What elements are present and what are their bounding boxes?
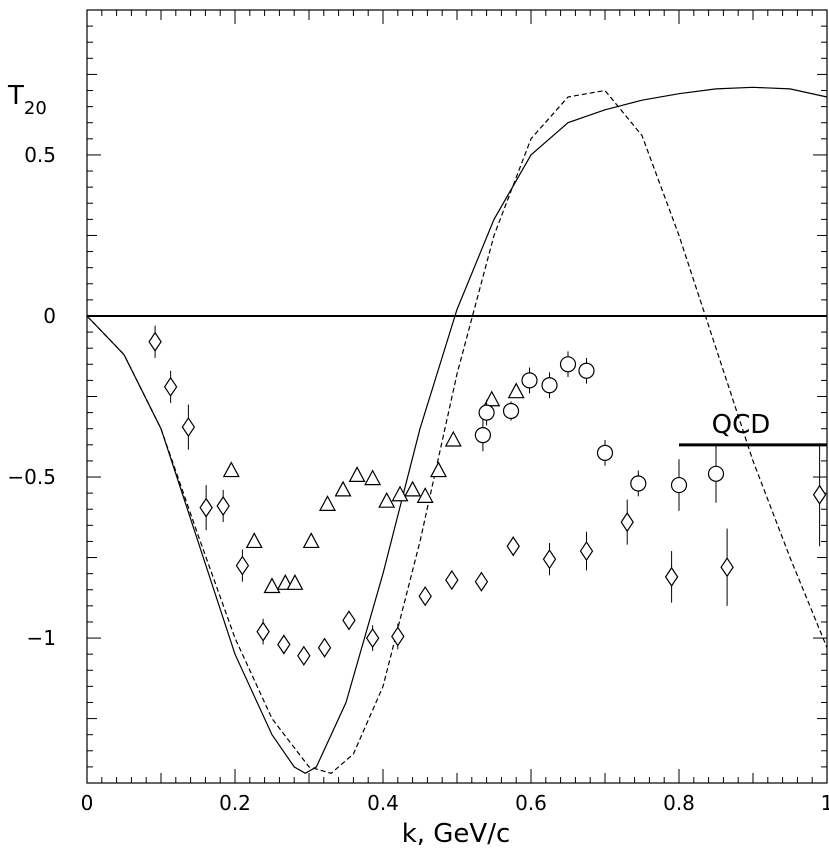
diamond-marker [391, 626, 405, 647]
triangle-marker [507, 382, 525, 399]
circle-marker [478, 404, 495, 421]
circle-marker [502, 402, 520, 420]
diamond-marker [277, 634, 291, 655]
x-tick-label: 1 [821, 791, 829, 815]
y-tick-label: −0.5 [7, 465, 56, 489]
diamond-marker [365, 627, 380, 649]
plot-frame [86, 9, 828, 784]
triangle-marker [364, 469, 382, 486]
triangle-marker [263, 577, 281, 594]
y-axis-title-sub: 20 [24, 98, 47, 119]
qcd-annotation: QCD [679, 410, 827, 447]
diamond-marker [297, 645, 311, 666]
qcd-label: QCD [712, 410, 771, 440]
x-tick-label: 0.4 [367, 791, 399, 815]
circle-marker [707, 465, 725, 482]
y-tick-label: 0 [43, 304, 56, 328]
diamond-marker [445, 570, 459, 591]
circle-marker [578, 362, 595, 379]
triangle-marker [348, 466, 366, 483]
diamond-marker [720, 557, 734, 578]
triangle-marker [286, 574, 304, 590]
y-tick-label: −1 [27, 626, 56, 650]
circle-marker [596, 444, 614, 461]
diamond-marker [181, 417, 196, 438]
y-axis-title-main: T [7, 81, 24, 111]
diamond-marker [148, 331, 162, 352]
diamond-marker [256, 621, 270, 642]
solid-curve [86, 86, 828, 774]
triangle-marker [404, 480, 422, 497]
diamond-marker [474, 571, 489, 592]
triangle-marker [429, 461, 448, 478]
x-tick-label: 0.6 [515, 791, 547, 815]
diamond-marker [542, 549, 557, 570]
x-tick-label: 0 [81, 791, 94, 815]
triangle-marker [416, 487, 434, 503]
circle-marker [474, 427, 491, 444]
curves [86, 86, 828, 774]
diamond-marker [317, 637, 332, 658]
axis-ticks [86, 10, 828, 783]
diamond-marker [235, 555, 250, 576]
triangle-marker [318, 495, 337, 511]
circle-marker [521, 372, 538, 389]
triangle-marker [245, 532, 263, 549]
x-axis-title: k, GeV/c [402, 819, 511, 849]
diamond-marker [342, 610, 356, 631]
triangle-marker [302, 532, 320, 549]
x-tick-label: 0.2 [219, 791, 251, 815]
axis-tick-labels: 0 0.2 0.4 0.6 0.8 1 0.5 0 −0.5 −1 [7, 143, 829, 815]
diamond-marker [620, 512, 634, 533]
diamond-marker [664, 566, 679, 587]
data-points [148, 325, 827, 666]
diamond-marker [418, 586, 432, 607]
diamond-marker [216, 495, 230, 517]
diamond-marker [163, 376, 178, 397]
y-tick-label: 0.5 [24, 143, 56, 167]
triangle-marker [483, 390, 501, 407]
triangle-marker [378, 491, 396, 508]
triangle-marker [334, 480, 352, 497]
triangle-marker [444, 430, 462, 447]
y-axis-title: T20 [7, 81, 47, 119]
diamond-marker [579, 541, 594, 562]
circle-marker [670, 476, 688, 494]
circle-marker [541, 377, 558, 394]
diamond-marker [812, 484, 827, 505]
triangle-marker [222, 461, 240, 478]
circle-marker [630, 475, 647, 492]
x-tick-label: 0.8 [663, 791, 695, 815]
triangle-marker [391, 485, 409, 502]
diamond-marker [199, 497, 213, 518]
circle-marker [559, 356, 577, 373]
diamond-marker [506, 536, 520, 557]
